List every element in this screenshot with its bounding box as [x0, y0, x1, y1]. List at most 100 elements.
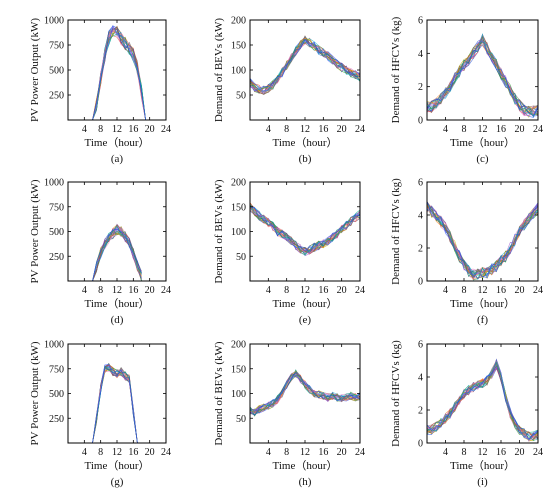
y-tick-label: 100	[231, 389, 246, 400]
series-line	[249, 42, 361, 94]
x-tick-label: 24	[355, 447, 365, 458]
x-tick-label: 20	[337, 285, 347, 296]
x-axis-label: Time（hour）	[450, 459, 515, 472]
x-tick-label: 24	[161, 447, 171, 458]
series-line	[426, 358, 539, 440]
y-tick-label: 200	[231, 16, 246, 27]
x-tick-label: 12	[112, 447, 122, 458]
x-axis-label: Time（hour）	[273, 297, 338, 310]
x-tick-label: 20	[515, 447, 525, 458]
y-axis-label: Demand of HFCVs (kg)	[390, 340, 402, 447]
x-tick-label: 8	[98, 447, 103, 458]
series-line	[92, 228, 142, 282]
x-axis-label: Time（hour）	[273, 459, 338, 472]
y-tick-label: 250	[49, 91, 64, 102]
series-line	[92, 368, 138, 444]
x-tick-label: 12	[478, 124, 488, 135]
series-line	[249, 206, 361, 252]
y-tick-label: 50	[236, 414, 246, 425]
x-tick-label: 20	[337, 447, 347, 458]
y-tick-label: 500	[49, 389, 64, 400]
series-line	[426, 362, 539, 438]
series-line	[426, 206, 539, 277]
x-tick-label: 12	[300, 124, 310, 135]
series-line	[426, 204, 539, 276]
x-tick-label: 4	[82, 447, 87, 458]
series-line	[426, 35, 539, 116]
y-tick-label: 0	[418, 116, 423, 127]
series-line	[426, 202, 539, 276]
series-line	[426, 359, 539, 440]
x-axis-label: Time（hour）	[273, 136, 338, 149]
series-line	[92, 365, 138, 444]
series-line	[249, 202, 361, 254]
x-tick-label: 16	[128, 447, 138, 458]
series-line	[426, 44, 539, 117]
series-line	[92, 365, 138, 444]
y-tick-label: 2	[418, 406, 423, 417]
x-tick-label: 4	[266, 124, 271, 135]
x-tick-label: 20	[515, 285, 525, 296]
x-tick-label: 8	[462, 447, 467, 458]
panel-label: (h)	[299, 476, 312, 488]
x-tick-label: 4	[266, 285, 271, 296]
x-tick-label: 24	[355, 285, 365, 296]
series-line	[426, 206, 539, 276]
panel-e: 4 8 12 16 20 24 50 100 150 200 Time（hour） Demand of…	[213, 178, 365, 327]
series-line	[426, 202, 539, 280]
series-line	[92, 366, 138, 444]
series-line	[249, 206, 361, 253]
panel-label: (c)	[476, 153, 489, 165]
series-line	[92, 369, 138, 444]
x-axis-label: Time（hour）	[450, 136, 515, 149]
traces	[92, 24, 146, 121]
series-line	[249, 36, 361, 92]
panel-label: (g)	[111, 476, 124, 488]
plot-frame	[249, 181, 361, 282]
y-tick-label: 250	[49, 414, 64, 425]
series-line	[249, 38, 361, 89]
y-tick-label: 200	[231, 178, 246, 189]
x-axis-label: Time（hour）	[85, 459, 150, 472]
series-line	[92, 25, 146, 121]
y-tick-label: 150	[231, 202, 246, 213]
series-line	[426, 41, 539, 116]
y-tick-label: 6	[418, 16, 423, 27]
y-axis-label: Demand of BEVs (kW)	[213, 18, 225, 123]
series-line	[426, 39, 539, 113]
x-tick-label: 20	[145, 124, 155, 135]
x-tick-label: 24	[355, 124, 365, 135]
x-tick-label: 12	[478, 285, 488, 296]
y-tick-label: 4	[418, 373, 423, 384]
x-tick-label: 20	[145, 285, 155, 296]
series-line	[249, 36, 361, 90]
x-axis-label: Time（hour）	[85, 136, 150, 149]
y-tick-label: 2	[418, 82, 423, 93]
series-line	[426, 41, 539, 116]
x-tick-label: 16	[496, 124, 506, 135]
y-tick-label: 750	[49, 364, 64, 375]
x-tick-label: 4	[443, 285, 448, 296]
series-line	[426, 201, 539, 274]
series-line	[249, 371, 361, 416]
y-axis-label: Demand of HFCVs (kg)	[390, 16, 402, 123]
series-line	[426, 365, 539, 440]
series-line	[92, 225, 142, 282]
traces	[426, 33, 539, 118]
x-axis-label: Time（hour）	[450, 297, 515, 310]
panel-a: 4 8 12 16 20 24 250 500 750 1000 Time（hour） PV Powe…	[29, 16, 171, 166]
y-tick-label: 200	[231, 340, 246, 351]
series-line	[426, 364, 539, 438]
series-line	[426, 40, 539, 118]
x-tick-label: 16	[128, 285, 138, 296]
series-line	[426, 37, 539, 116]
x-tick-label: 8	[98, 285, 103, 296]
x-tick-label: 24	[161, 124, 171, 135]
panel-label: (d)	[111, 314, 124, 326]
series-line	[426, 360, 539, 442]
x-tick-label: 8	[284, 124, 289, 135]
y-tick-label: 150	[231, 41, 246, 52]
x-tick-label: 20	[515, 124, 525, 135]
